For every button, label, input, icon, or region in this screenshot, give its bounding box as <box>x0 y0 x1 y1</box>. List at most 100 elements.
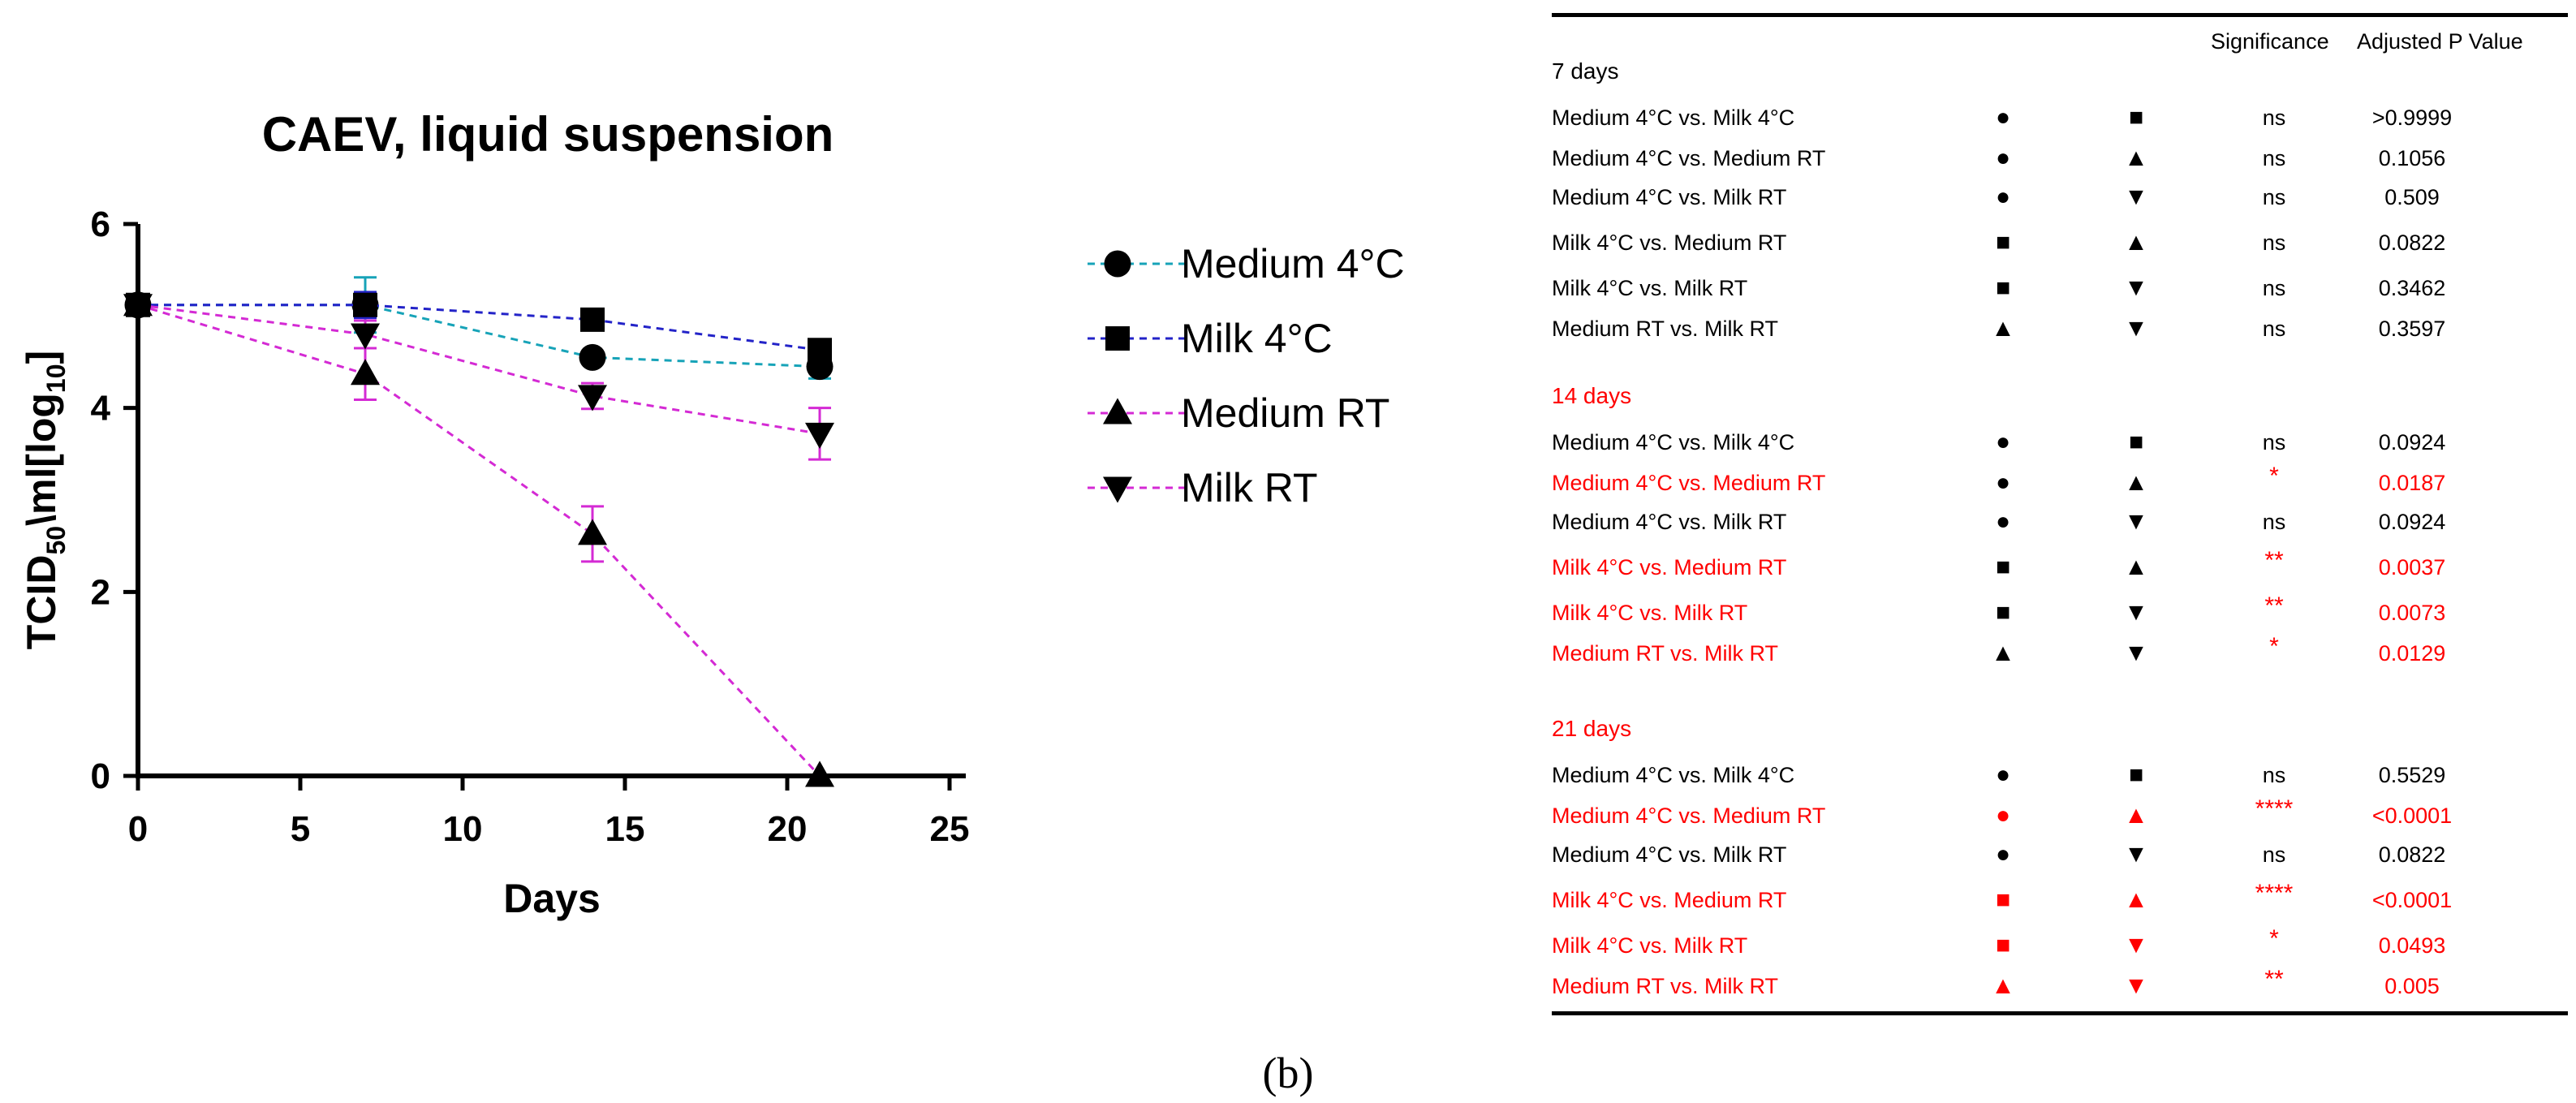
p-value: 0.0822 <box>2378 231 2446 255</box>
significance-value: ns <box>2262 231 2286 255</box>
chart-title: CAEV, liquid suspension <box>262 107 834 162</box>
comparison-label: Milk 4°C vs. Milk RT <box>1552 933 1748 958</box>
header-adjusted-p-value: Adjusted P Value <box>2357 29 2523 54</box>
x-tick-label: 15 <box>605 809 645 849</box>
comparison-label: Medium 4°C vs. Milk RT <box>1552 510 1787 534</box>
p-value: <0.0001 <box>2371 888 2453 912</box>
group-symbol-1: ● <box>1995 841 2011 868</box>
p-value: >0.9999 <box>2371 106 2453 130</box>
comparison-label: Medium 4°C vs. Milk 4°C <box>1552 106 1795 130</box>
significance-value: **** <box>2255 795 2294 822</box>
comparison-label: Medium RT vs. Milk RT <box>1552 974 1779 998</box>
table-row: Medium 4°C vs. Milk 4°C ● ■ ns 0.5529 <box>1552 761 2568 795</box>
y-tick-label: 0 <box>91 756 110 796</box>
y-axis-label-end: ] <box>19 351 64 364</box>
data-point <box>805 422 834 449</box>
x-tick-label: 25 <box>930 809 970 849</box>
table-row: Milk 4°C vs. Medium RT ■ ▲ ns 0.0822 <box>1552 229 2568 263</box>
legend-label: Milk 4°C <box>1181 316 1333 361</box>
legend-item: Milk RT <box>1088 465 1318 511</box>
group-symbol-2: ▲ <box>2124 469 2148 496</box>
group-symbol-2: ▼ <box>2124 183 2148 210</box>
significance-value: * <box>2269 633 2279 660</box>
group-heading: 7 days <box>1552 58 1619 84</box>
comparison-label: Medium 4°C vs. Milk 4°C <box>1552 763 1795 787</box>
group-heading: 21 days <box>1552 716 1632 741</box>
table-row: Milk 4°C vs. Milk RT ■ ▼ ns 0.3462 <box>1552 274 2568 308</box>
p-value: 0.0822 <box>2378 842 2446 867</box>
significance-value: ns <box>2262 146 2286 170</box>
group-symbol-2: ■ <box>2128 761 2144 788</box>
table-row: Medium 4°C vs. Medium RT ● ▲ * 0.0187 <box>1552 463 2568 503</box>
p-value: <0.0001 <box>2371 804 2453 828</box>
p-value: 0.0924 <box>2378 510 2446 534</box>
series-layer <box>123 276 834 787</box>
y-axis-label-main: TCID <box>19 555 64 650</box>
table-row: Medium 4°C vs. Milk RT ● ▼ ns 0.0822 <box>1552 841 2568 875</box>
x-axis-label: Days <box>503 876 601 921</box>
axes <box>136 224 966 778</box>
significance-value: **** <box>2255 880 2294 907</box>
table-row: Medium 4°C vs. Milk RT ● ▼ ns 0.0924 <box>1552 508 2568 542</box>
table-row: Milk 4°C vs. Medium RT ■ ▲ ** 0.0037 <box>1552 547 2568 588</box>
group-symbol-1: ▲ <box>1991 640 2015 666</box>
group-symbol-2: ▼ <box>2124 315 2148 342</box>
significance-value: ** <box>2264 592 2284 619</box>
group-symbol-1: ■ <box>1995 932 2011 959</box>
y-axis-label-mid: \ml[log <box>19 393 64 526</box>
group-symbol-1: ▲ <box>1991 315 2015 342</box>
p-value: 0.509 <box>2384 185 2440 209</box>
x-tick-label: 20 <box>768 809 808 849</box>
table-row: Medium RT vs. Milk RT ▲ ▼ ** 0.005 <box>1552 966 2568 1006</box>
p-value: 0.0073 <box>2378 601 2446 625</box>
group-symbol-2: ▲ <box>2124 554 2148 580</box>
significance-value: ** <box>2264 547 2284 574</box>
significance-value: ns <box>2262 317 2286 341</box>
group-symbol-1: ● <box>1995 508 2011 535</box>
comparison-label: Milk 4°C vs. Medium RT <box>1552 555 1787 580</box>
significance-value: * <box>2269 925 2279 952</box>
table-row: Medium 4°C vs. Milk RT ● ▼ ns 0.509 <box>1552 183 2568 218</box>
group-symbol-2: ▼ <box>2124 640 2148 666</box>
x-tick-label: 5 <box>291 809 310 849</box>
statistics-table: Significance Adjusted P Value 7 days Medi… <box>1552 13 2568 1019</box>
comparison-label: Milk 4°C vs. Milk RT <box>1552 601 1748 625</box>
significance-value: ns <box>2262 510 2286 534</box>
data-point <box>351 323 380 350</box>
significance-value: ns <box>2262 430 2286 455</box>
comparison-label: Milk 4°C vs. Medium RT <box>1552 888 1787 912</box>
p-value: 0.5529 <box>2378 763 2446 787</box>
group-symbol-1: ● <box>1995 144 2011 171</box>
group-symbol-2: ▲ <box>2124 229 2148 256</box>
y-tick-label: 2 <box>91 572 110 612</box>
series-medium-rt <box>123 290 834 787</box>
group-heading: 14 days <box>1552 383 1632 408</box>
legend-marker <box>1103 476 1132 503</box>
data-point <box>808 338 832 363</box>
y-tick-label: 4 <box>91 389 111 429</box>
legend-marker <box>1103 398 1132 424</box>
p-value: 0.0924 <box>2378 430 2446 455</box>
group-symbol-2: ▼ <box>2124 841 2148 868</box>
y-axis-label: TCID50\ml[log10] <box>19 351 71 649</box>
data-point <box>578 519 607 545</box>
legend-label: Milk RT <box>1181 465 1318 511</box>
y-axis-label-sub: 50 <box>41 526 71 555</box>
table-row: Milk 4°C vs. Medium RT ■ ▲ **** <0.0001 <box>1552 880 2568 920</box>
data-point <box>123 294 153 321</box>
data-point <box>351 359 380 386</box>
data-point <box>805 760 834 787</box>
comparison-label: Medium 4°C vs. Milk RT <box>1552 842 1787 867</box>
group-symbol-2: ▲ <box>2124 144 2148 171</box>
comparison-label: Milk 4°C vs. Medium RT <box>1552 231 1787 255</box>
p-value: 0.0129 <box>2378 641 2446 666</box>
table-row: Medium RT vs. Milk RT ▲ ▼ ns 0.3597 <box>1552 315 2568 349</box>
table-row: Medium 4°C vs. Milk 4°C ● ■ ns 0.0924 <box>1552 429 2568 463</box>
significance-value: ** <box>2264 966 2284 993</box>
series-milk-4-c <box>126 291 832 363</box>
legend-label: Medium 4°C <box>1181 241 1405 287</box>
legend-marker <box>1104 250 1131 278</box>
series-line <box>138 304 821 368</box>
legend: Medium 4°C Milk 4°C Medium RT Milk RT <box>1088 241 1405 511</box>
group-symbol-1: ■ <box>1995 274 2011 301</box>
